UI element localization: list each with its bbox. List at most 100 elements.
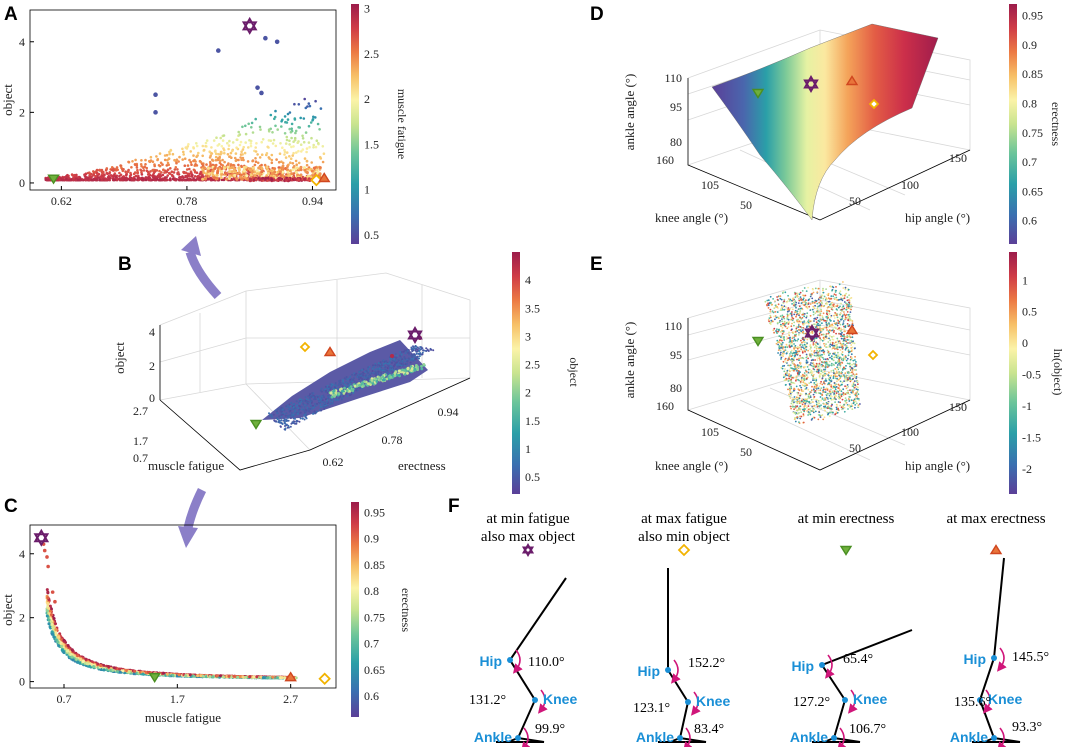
y-tick-label: 4 xyxy=(19,547,25,561)
scatter-point xyxy=(299,168,303,172)
scatter-point xyxy=(829,339,831,342)
scatter-point xyxy=(247,122,250,126)
scatter-point xyxy=(134,158,137,162)
scatter-point xyxy=(227,144,231,147)
scatter-point xyxy=(165,164,169,167)
scatter-point xyxy=(293,102,296,106)
scatter-point xyxy=(799,415,801,418)
scatter-point xyxy=(58,178,61,182)
scatter-point xyxy=(416,367,420,371)
outlier-point xyxy=(153,110,158,115)
scatter-point xyxy=(822,312,825,315)
scatter-point xyxy=(260,163,263,167)
scatter-point xyxy=(415,345,418,348)
scatter-point xyxy=(330,386,333,389)
scatter-point xyxy=(379,361,382,364)
scatter-point xyxy=(242,172,246,176)
scatter-point xyxy=(412,359,415,362)
scatter-point xyxy=(268,157,271,160)
scatter-point xyxy=(278,415,281,418)
scatter-point xyxy=(307,102,311,105)
panel-label-c: C xyxy=(4,496,18,517)
highlight-down_triangle xyxy=(47,174,60,185)
scatter-point xyxy=(50,622,54,626)
panel-d-ylabel: knee angle (°) xyxy=(655,210,728,225)
scatter-point xyxy=(151,168,155,172)
scatter-point xyxy=(844,372,847,375)
scatter-point xyxy=(345,389,349,393)
scatter-point xyxy=(310,161,314,164)
scatter-point xyxy=(265,174,269,178)
scatter-point xyxy=(184,674,188,678)
scatter-point xyxy=(322,389,325,392)
scatter-point xyxy=(239,140,243,144)
outlier-point xyxy=(263,35,268,41)
scatter-point xyxy=(373,365,376,368)
scatter-point xyxy=(102,170,105,174)
scatter-point xyxy=(107,177,110,181)
scatter-point xyxy=(244,141,247,144)
scatter-point xyxy=(238,133,242,136)
scatter-point xyxy=(259,128,262,131)
scatter-point xyxy=(169,178,172,182)
arrow-b-to-a xyxy=(185,250,222,300)
scatter-point xyxy=(112,666,116,670)
scatter-point xyxy=(90,175,93,179)
scatter-point xyxy=(220,167,224,171)
scatter-point xyxy=(237,178,241,182)
scatter-point xyxy=(262,676,266,680)
scatter-point xyxy=(369,372,372,375)
scatter-point xyxy=(162,168,165,171)
scatter-point xyxy=(124,178,127,182)
panel-b-ylabel: muscle fatigue xyxy=(148,458,224,473)
scatter-point xyxy=(429,348,432,351)
scatter-point xyxy=(288,408,291,411)
scatter-point xyxy=(794,296,797,299)
scatter-point xyxy=(320,395,323,398)
scatter-point xyxy=(241,148,245,151)
colorbar-tick-label: 0.7 xyxy=(1022,155,1037,169)
scatter-point xyxy=(307,141,311,144)
scatter-point xyxy=(215,173,219,177)
scatter-point xyxy=(176,168,179,171)
scatter-point xyxy=(382,365,385,368)
scatter-point xyxy=(314,116,317,119)
scatter-point xyxy=(286,165,289,169)
scatter-point xyxy=(305,163,309,167)
scatter-point xyxy=(247,146,250,149)
scatter-point xyxy=(305,404,308,407)
scatter-point xyxy=(181,147,184,151)
scatter-point xyxy=(382,378,386,382)
scatter-point xyxy=(72,176,75,179)
scatter-point xyxy=(90,178,94,182)
scatter-point xyxy=(364,376,367,379)
outlier-point xyxy=(259,90,264,96)
scatter-point xyxy=(312,115,315,119)
scatter-point xyxy=(400,351,403,353)
scatter-point xyxy=(173,168,177,171)
scatter-point xyxy=(307,395,310,398)
scatter-point xyxy=(232,674,236,678)
scatter-point xyxy=(303,410,306,413)
scatter-point xyxy=(422,363,426,366)
scatter-point xyxy=(95,178,98,181)
scatter-point xyxy=(764,300,767,303)
scatter-point xyxy=(818,376,821,379)
scatter-point xyxy=(211,173,215,177)
scatter-point xyxy=(283,417,286,420)
scatter-point xyxy=(313,166,317,170)
scatter-point xyxy=(285,419,288,421)
scatter-point xyxy=(273,170,277,174)
scatter-point xyxy=(780,336,782,339)
scatter-point xyxy=(809,309,812,311)
scatter-point xyxy=(229,151,233,155)
scatter-point xyxy=(289,169,292,173)
scatter-point xyxy=(305,147,309,150)
scatter-point xyxy=(817,389,820,392)
scatter-point xyxy=(816,359,819,361)
scatter-point xyxy=(283,132,287,135)
scatter-point xyxy=(403,356,406,358)
scatter-point xyxy=(277,166,281,169)
scatter-point xyxy=(129,171,132,175)
scatter-point xyxy=(249,173,253,177)
